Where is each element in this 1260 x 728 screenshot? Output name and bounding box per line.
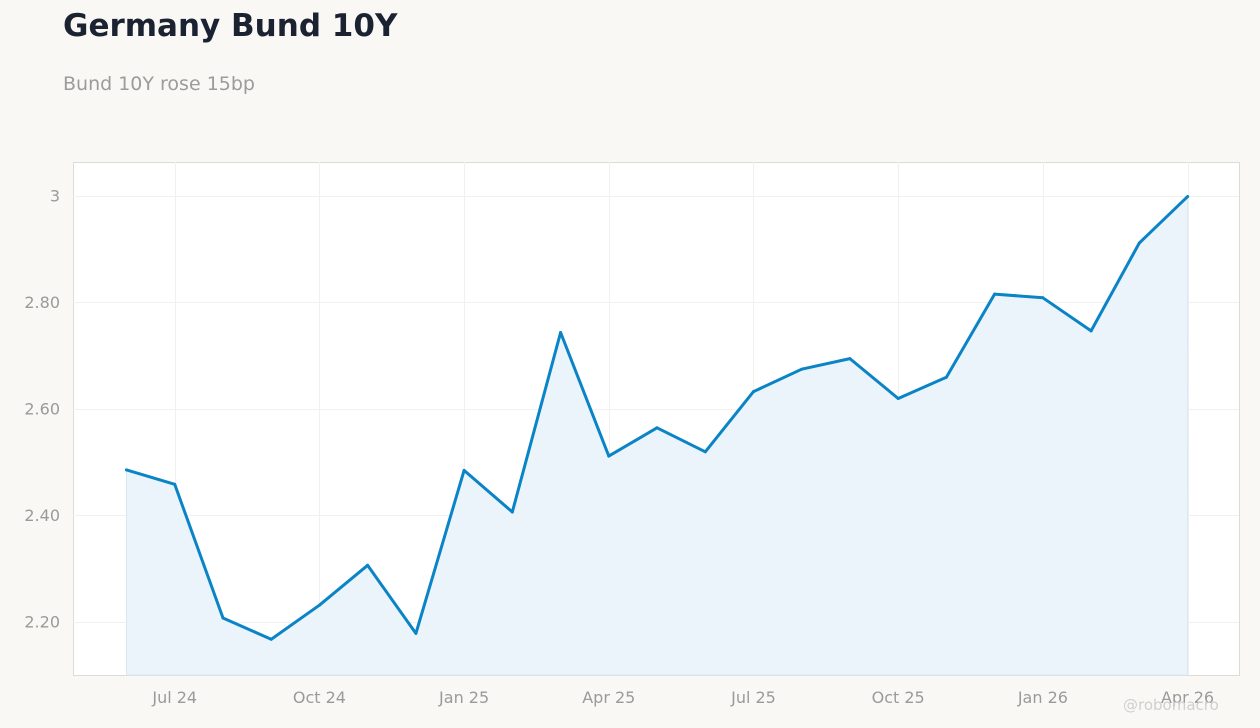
watermark: @robomacro [1123, 696, 1219, 714]
data-point [896, 397, 900, 400]
y-tick-label: 3 [50, 187, 60, 206]
x-tick-label: Jul 24 [151, 688, 197, 707]
data-point [655, 426, 659, 430]
x-tick-label: Jul 25 [730, 688, 776, 707]
x-tick-label: Oct 24 [293, 688, 346, 707]
data-point [800, 367, 804, 371]
x-tick-label: Oct 25 [872, 688, 925, 707]
x-tick-label: Jan 26 [1017, 688, 1068, 707]
data-point [607, 454, 611, 458]
x-tick-label: Apr 25 [582, 688, 635, 707]
x-axis-ticks: Jul 24 Oct 24 Jan 25 Apr 25 Jul 25 Oct 25 Jan … [151, 688, 1214, 707]
data-point [414, 631, 418, 635]
data-point [462, 468, 466, 472]
data-point [510, 510, 514, 514]
data-point [559, 331, 563, 334]
data-point [269, 637, 273, 641]
data-point [1089, 329, 1093, 333]
data-point [703, 450, 707, 454]
data-points [125, 195, 1190, 641]
y-tick-label: 2.80 [24, 293, 60, 312]
data-point [993, 292, 997, 296]
data-point [221, 616, 225, 620]
x-tick-label: Apr 26 [1161, 688, 1214, 707]
data-point [173, 482, 177, 486]
data-point [1137, 241, 1141, 245]
data-point [848, 357, 852, 361]
chart-subtitle: Bund 10Y rose 15bp [63, 73, 255, 95]
data-point [366, 563, 370, 567]
y-tick-label: 2.20 [24, 613, 60, 632]
y-axis-ticks: 2.20 2.40 2.60 2.80 3 [24, 187, 60, 632]
data-point [125, 468, 128, 472]
x-tick-label: Jan 25 [438, 688, 489, 707]
y-tick-label: 2.40 [24, 506, 60, 525]
data-point [317, 603, 321, 607]
data-point [944, 375, 948, 379]
data-point [1041, 296, 1045, 300]
data-point [752, 390, 755, 394]
data-point [1186, 195, 1190, 199]
y-tick-label: 2.60 [24, 400, 60, 419]
chart-title: Germany Bund 10Y [63, 8, 398, 44]
